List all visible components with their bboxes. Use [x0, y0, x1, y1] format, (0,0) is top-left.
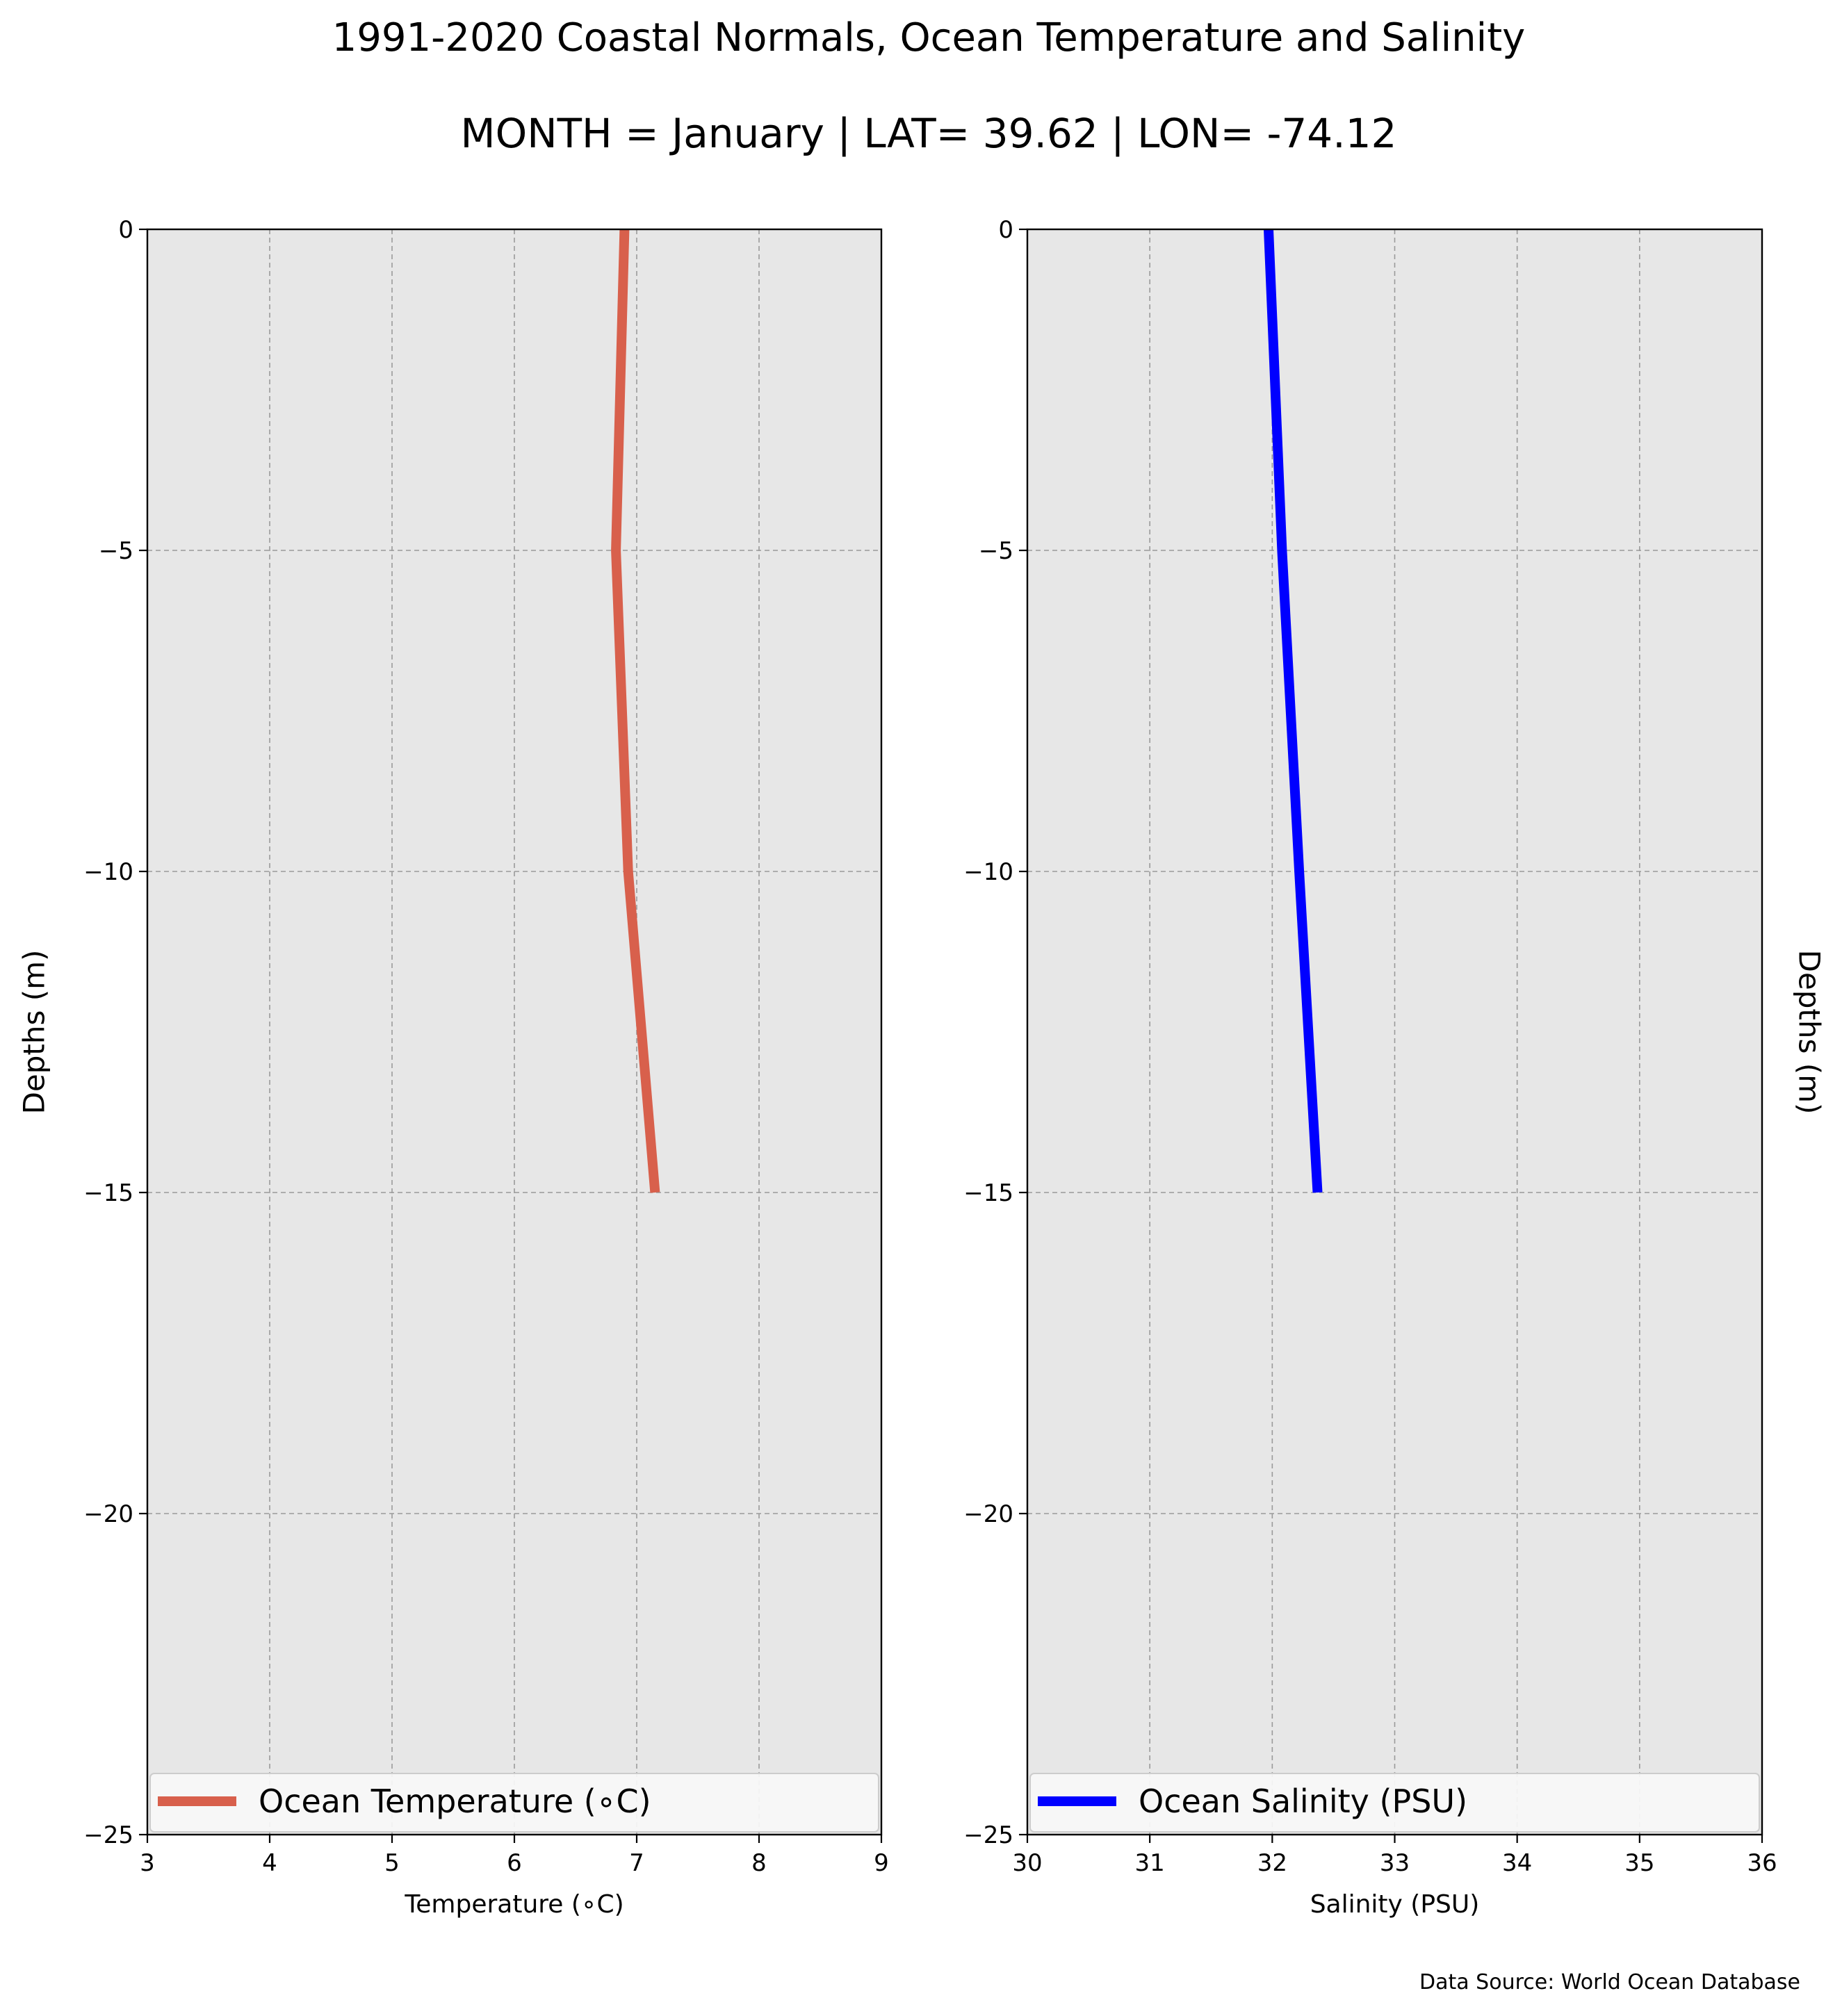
x-tick-label: 31: [1135, 1849, 1165, 1877]
y-tick-label: −15: [963, 1179, 1013, 1207]
salinity-panel: Ocean Salinity (PSU) 30 31 32 33 34 35 36 0 −5 −…: [963, 216, 1826, 1919]
legend-label-salinity: Ocean Salinity (PSU): [1139, 1783, 1467, 1820]
x-tick-label: 32: [1257, 1849, 1287, 1877]
x-tick-label: 36: [1747, 1849, 1777, 1877]
y-tick-label: −15: [83, 1179, 133, 1207]
x-tick-label: 4: [262, 1849, 277, 1877]
y-tick-label: −5: [99, 537, 133, 565]
legend-box: [1029, 1773, 1760, 1833]
x-tick-label: 34: [1502, 1849, 1532, 1877]
legend-label-temperature: Ocean Temperature (∘C): [259, 1783, 651, 1820]
temperature-x-ticks: 3 4 5 6 7 8 9: [140, 1835, 889, 1877]
data-source-note: Data Source: World Ocean Database: [1419, 1970, 1800, 1994]
temperature-y-ticks: 0 −5 −10 −15 −20 −25: [83, 216, 147, 1849]
y-tick-label: −25: [83, 1821, 133, 1849]
y-tick-label: −20: [83, 1500, 133, 1528]
y-tick-label: 0: [998, 216, 1013, 244]
salinity-x-axis-label: Salinity (PSU): [1310, 1890, 1480, 1919]
y-tick-label: −10: [83, 858, 133, 886]
salinity-legend: Ocean Salinity (PSU): [1029, 1773, 1760, 1833]
x-tick-label: 3: [140, 1849, 155, 1877]
y-tick-label: −25: [963, 1821, 1013, 1849]
x-tick-label: 35: [1624, 1849, 1654, 1877]
x-tick-label: 30: [1012, 1849, 1042, 1877]
x-tick-label: 8: [751, 1849, 767, 1877]
x-tick-label: 7: [629, 1849, 644, 1877]
salinity-y-axis-label: Depths (m): [1793, 950, 1827, 1115]
chart-subtitle: MONTH = January | LAT= 39.62 | LON= -74.…: [461, 110, 1397, 157]
series-line: [611, 229, 660, 1193]
temperature-x-axis-label: Temperature (∘C): [404, 1890, 623, 1919]
x-tick-label: 33: [1380, 1849, 1410, 1877]
y-tick-label: −10: [963, 858, 1013, 886]
temperature-legend: Ocean Temperature (∘C): [149, 1773, 879, 1833]
chart-title: 1991-2020 Coastal Normals, Ocean Tempera…: [332, 15, 1526, 60]
y-tick-label: −20: [963, 1500, 1013, 1528]
y-tick-label: −5: [979, 537, 1013, 565]
temperature-y-axis-label: Depths (m): [17, 950, 51, 1115]
x-tick-label: 5: [384, 1849, 400, 1877]
series-line: [1264, 229, 1323, 1193]
temperature-series: [611, 229, 660, 1193]
x-tick-label: 6: [507, 1849, 522, 1877]
x-tick-label: 9: [874, 1849, 889, 1877]
y-tick-label: 0: [118, 216, 133, 244]
temperature-panel: Ocean Temperature (∘C) 3 4 5 6 7 8 9 0 −5 −10 −15…: [17, 216, 889, 1919]
salinity-y-ticks: 0 −5 −10 −15 −20 −25: [963, 216, 1027, 1849]
salinity-x-ticks: 30 31 32 33 34 35 36: [1012, 1835, 1777, 1877]
salinity-series: [1264, 229, 1323, 1193]
legend-box: [149, 1773, 879, 1833]
